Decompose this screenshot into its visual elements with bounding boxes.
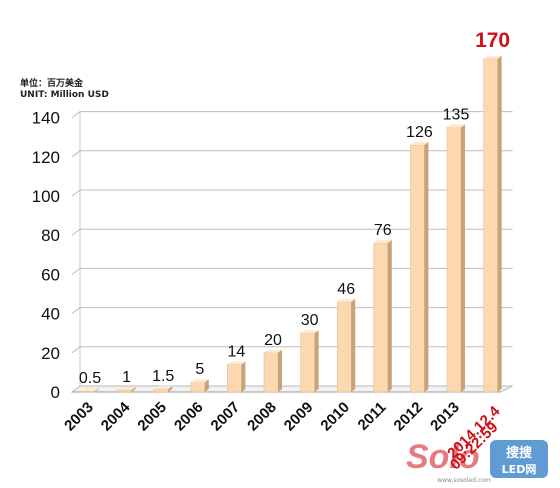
bar-top — [81, 388, 99, 392]
data-label: 170 — [475, 29, 510, 52]
gridline — [71, 346, 513, 354]
bar-side — [168, 386, 173, 392]
bar-side — [278, 349, 282, 392]
bar-side — [204, 379, 209, 392]
y-tick-label: 100 — [32, 187, 60, 206]
bar-top — [483, 55, 502, 59]
x-tick-label: 2009 — [281, 399, 317, 435]
bar-side — [461, 124, 465, 393]
bar-top — [154, 386, 173, 390]
bar — [80, 390, 96, 393]
gridline — [71, 189, 513, 197]
bar — [446, 127, 462, 393]
bar — [227, 364, 242, 393]
bar-side — [387, 240, 392, 392]
data-label: 1.5 — [152, 368, 174, 385]
data-label: 5 — [195, 361, 204, 378]
bar-side — [131, 387, 136, 392]
bar-top — [227, 361, 246, 365]
x-tick-label: 2003 — [61, 399, 97, 435]
data-label: 1 — [122, 369, 131, 386]
bar-top — [410, 142, 429, 146]
watermark-url: www.sosoled.com — [437, 477, 491, 484]
x-tick-label: 2008 — [244, 399, 280, 435]
data-label: 0.5 — [79, 370, 101, 387]
data-label: 30 — [301, 312, 319, 329]
data-label: 14 — [228, 344, 246, 361]
y-tick-label: 60 — [41, 265, 60, 284]
y-tick-label: 80 — [41, 226, 60, 245]
bar-top — [190, 379, 209, 383]
watermark-cn: 搜搜 — [506, 445, 533, 461]
data-label: 135 — [443, 106, 470, 123]
unit-label-cn: 单位：百万美金 — [20, 79, 84, 89]
bar — [483, 58, 498, 393]
gridline — [71, 307, 513, 315]
bar-side — [241, 361, 246, 392]
bar-top — [117, 387, 136, 391]
watermark-badge — [490, 440, 548, 478]
bar — [153, 388, 169, 393]
bar — [336, 301, 352, 393]
bar-side — [497, 55, 502, 393]
unit-label-en: UNIT: Million USD — [20, 90, 109, 100]
bar — [190, 381, 206, 393]
bar-side — [424, 142, 429, 392]
watermark-cn2: LED网 — [502, 463, 537, 476]
bar — [373, 242, 389, 393]
x-tick-label: 2010 — [317, 399, 353, 435]
bar-top — [264, 349, 282, 353]
bar — [300, 332, 315, 393]
watermark-brand: Solo — [406, 438, 480, 476]
bar-side — [95, 388, 99, 392]
gridline — [71, 267, 513, 275]
y-tick-label: 20 — [41, 344, 60, 363]
x-tick-label: 2007 — [208, 399, 244, 435]
bar-top — [337, 298, 356, 302]
x-tick-label: 2005 — [134, 399, 170, 435]
bar-side — [314, 330, 319, 392]
gridline — [71, 228, 513, 236]
x-tick-label: 2011 — [355, 399, 390, 434]
bar-top — [373, 240, 392, 244]
y-tick-label: 0 — [51, 383, 60, 402]
x-tick-label: 2006 — [171, 399, 207, 435]
gridline — [71, 111, 513, 118]
bar-top — [300, 330, 319, 334]
sosoled-watermark: Solo 搜搜 LED网 www.sosoled.com — [406, 438, 548, 484]
bar — [117, 389, 132, 393]
data-label: 126 — [406, 124, 433, 141]
gridline — [71, 150, 513, 158]
y-tick-label: 140 — [32, 109, 60, 128]
data-label: 20 — [264, 332, 282, 349]
bar — [263, 352, 279, 393]
bar-top — [447, 124, 465, 128]
bar-side — [351, 298, 356, 392]
y-tick-label: 120 — [32, 148, 60, 167]
y-tick-label: 40 — [41, 305, 60, 324]
chart-floor — [70, 385, 513, 393]
bar — [410, 144, 425, 393]
data-label: 76 — [374, 222, 392, 239]
x-tick-label: 2004 — [98, 398, 134, 434]
data-label: 46 — [337, 281, 355, 298]
